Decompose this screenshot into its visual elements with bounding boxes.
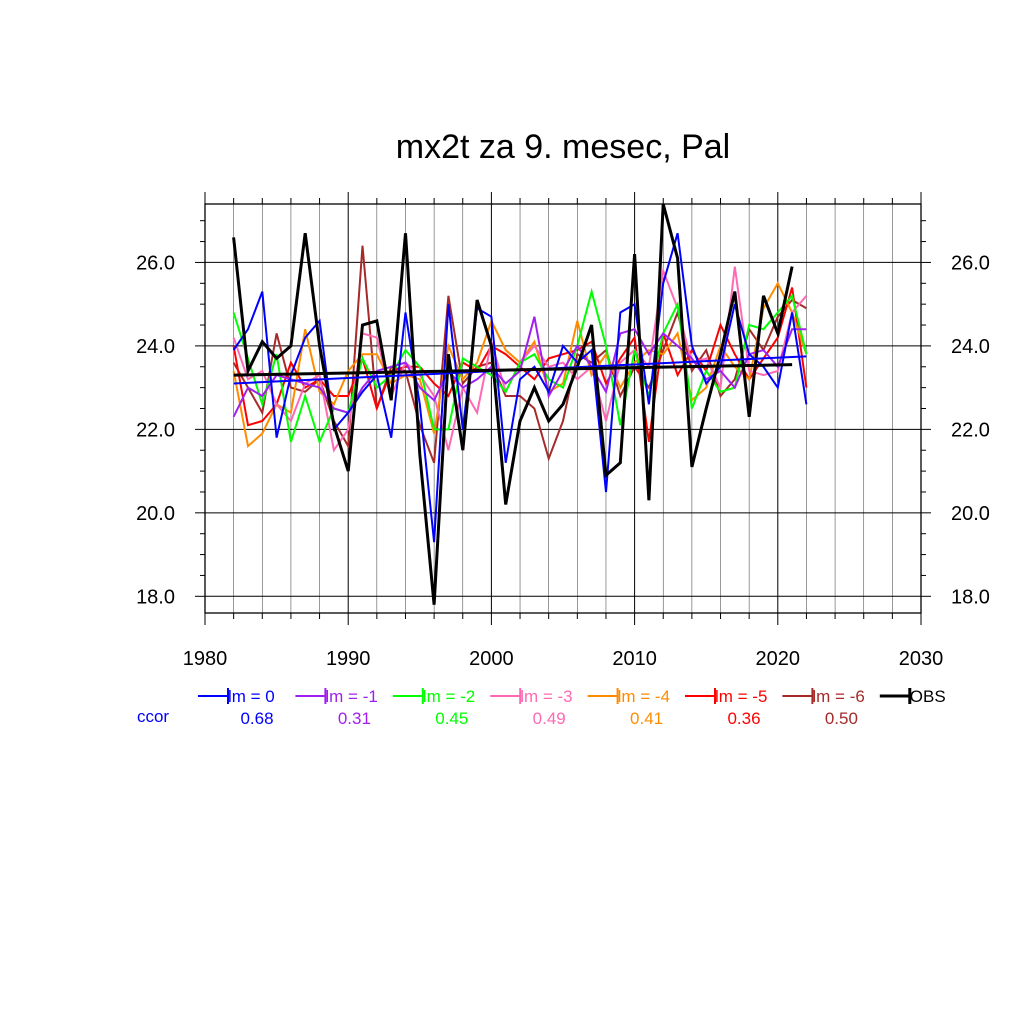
- legend-label: lm = -3: [520, 687, 572, 706]
- x-tick-label: 2010: [612, 648, 657, 670]
- series-group: [232, 203, 808, 605]
- legend-label: lm = -1: [325, 687, 377, 706]
- y-tick-label-left: 22.0: [136, 419, 175, 441]
- legend-label: lm = -5: [715, 687, 767, 706]
- chart-title: mx2t za 9. mesec, Pal: [396, 128, 730, 166]
- x-tick-label: 2030: [899, 648, 944, 670]
- ccor-value: 0.36: [727, 709, 760, 728]
- legend-label: lm = -6: [812, 687, 864, 706]
- axes: 18.0 18.0 20.0 20.0 22.0 22.0 24.0 24.0 26.0 26.0…: [136, 192, 990, 670]
- y-tick-label-left: 20.0: [136, 503, 175, 525]
- trend-line-obs: [233, 363, 793, 377]
- legend: lm = 0 0.68 lm = -1 0.31 lm = -2 0.45 lm = -3 0…: [198, 687, 946, 728]
- x-tick-label: 2020: [756, 648, 801, 670]
- x-tick-label: 1980: [183, 648, 228, 670]
- ccor-value: 0.50: [825, 709, 858, 728]
- x-tick-label: 2000: [469, 648, 514, 670]
- y-tick-label-left: 24.0: [136, 336, 175, 358]
- y-tick-label-left: 18.0: [136, 586, 175, 608]
- ccor-value: 0.68: [240, 709, 273, 728]
- legend-label: lm = 0: [228, 687, 275, 706]
- y-tick-label-right: 18.0: [951, 586, 990, 608]
- ccor-value: 0.49: [533, 709, 566, 728]
- y-tick-label-left: 26.0: [136, 252, 175, 274]
- legend-label: lm = -2: [423, 687, 475, 706]
- ccor-value: 0.41: [630, 709, 663, 728]
- y-tick-label-right: 22.0: [951, 419, 990, 441]
- ccor-value: 0.31: [338, 709, 371, 728]
- y-tick-label-right: 20.0: [951, 503, 990, 525]
- ccor-label: ccor: [137, 707, 169, 726]
- y-tick-label-right: 26.0: [951, 252, 990, 274]
- legend-label: lm = -4: [618, 687, 670, 706]
- series-line-obs: [232, 203, 794, 605]
- legend-label: OBS: [910, 687, 946, 706]
- y-tick-label-right: 24.0: [951, 336, 990, 358]
- ccor-value: 0.45: [435, 709, 468, 728]
- x-tick-label: 1990: [326, 648, 371, 670]
